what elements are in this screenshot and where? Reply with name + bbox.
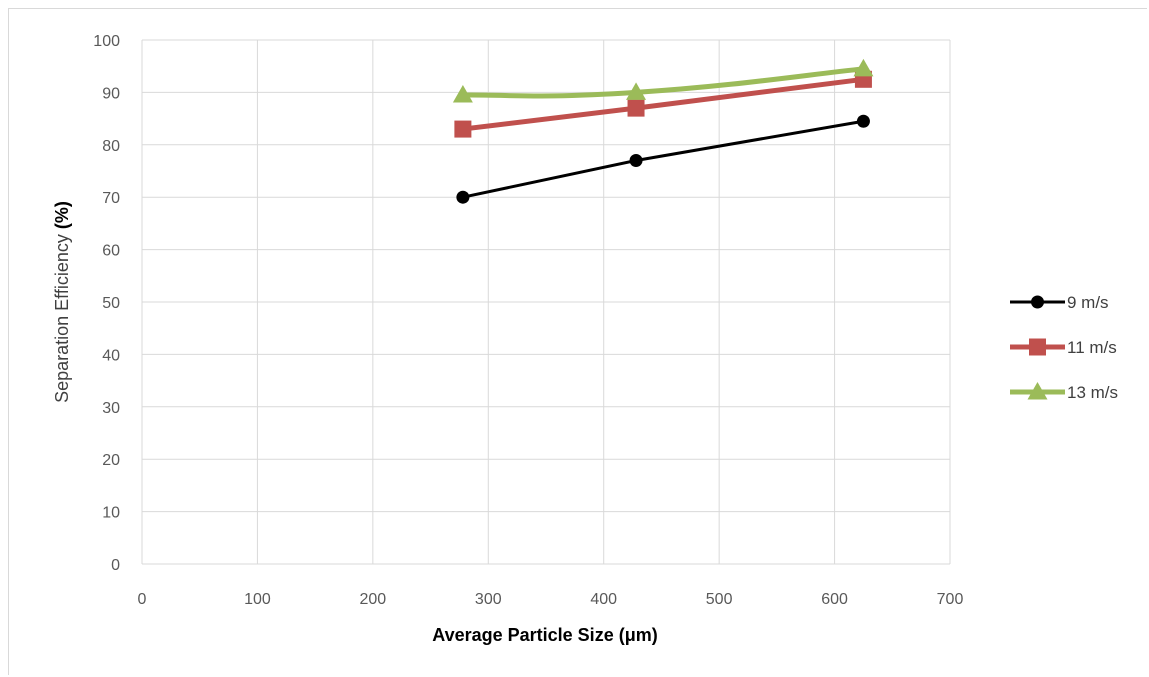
x-tick-label: 100 xyxy=(244,591,271,608)
y-tick-label: 10 xyxy=(102,505,120,522)
y-tick-label: 40 xyxy=(102,347,120,364)
grid xyxy=(142,39,951,564)
x-tick-label: 200 xyxy=(360,591,387,608)
y-tick-label: 90 xyxy=(102,85,120,102)
x-tick-label: 700 xyxy=(937,591,964,608)
legend-marker xyxy=(1029,338,1046,356)
y-axis-title: Separation Efficiency (%) xyxy=(52,201,72,403)
y-tick-label: 0 xyxy=(111,557,120,574)
y-tick-label: 50 xyxy=(102,295,120,312)
data-point xyxy=(454,120,472,138)
legend-item: 9 m/s xyxy=(1010,293,1109,312)
legend-marker xyxy=(1027,382,1048,400)
chart-frame xyxy=(8,8,1147,675)
x-tick-label: 500 xyxy=(706,591,733,608)
series-1 xyxy=(456,114,870,204)
legend-label: 9 m/s xyxy=(1067,293,1109,312)
data-point xyxy=(452,85,473,103)
axes xyxy=(141,40,950,565)
series-2 xyxy=(454,70,872,138)
y-tick-label: 80 xyxy=(102,138,120,155)
data-point xyxy=(853,58,874,77)
y-tick-label: 30 xyxy=(102,400,120,417)
series-3 xyxy=(452,58,874,103)
x-axis-title: Average Particle Size (μm) xyxy=(432,625,657,645)
data-point xyxy=(856,114,870,128)
x-tick-label: 0 xyxy=(138,591,147,608)
x-tick-label: 600 xyxy=(821,591,848,608)
y-tick-label: 20 xyxy=(102,452,120,469)
y-tick-label: 100 xyxy=(93,33,120,50)
legend-marker xyxy=(1031,295,1044,309)
legend-label: 13 m/s xyxy=(1067,383,1118,402)
data-point xyxy=(456,190,470,204)
y-tick-label: 60 xyxy=(102,243,120,260)
data-point xyxy=(627,99,645,117)
series-line xyxy=(460,76,866,132)
legend-item: 11 m/s xyxy=(1010,338,1117,357)
x-tick-labels: 0 100 200 300 400 500 600 700 xyxy=(138,591,964,608)
data-point xyxy=(626,82,647,100)
legend: 9 m/s 11 m/s 13 m/s xyxy=(1010,293,1118,402)
legend-label: 11 m/s xyxy=(1067,338,1117,357)
x-tick-label: 400 xyxy=(590,591,617,608)
data-point xyxy=(629,154,643,168)
y-tick-label: 70 xyxy=(102,190,120,207)
series xyxy=(452,58,874,204)
y-tick-labels: 0 10 20 30 40 50 60 70 80 90 100 xyxy=(93,33,120,574)
legend-item: 13 m/s xyxy=(1010,382,1118,402)
series-line xyxy=(461,119,865,199)
x-tick-label: 300 xyxy=(475,591,502,608)
